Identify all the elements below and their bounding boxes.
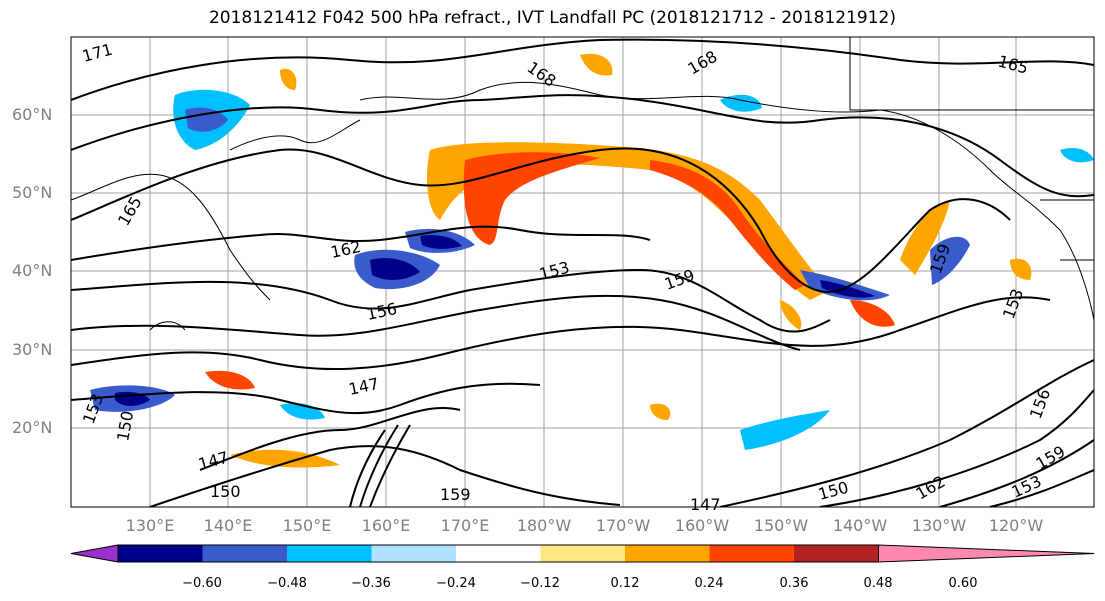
colorbar-tick: 0.12 xyxy=(610,576,640,591)
colorbar-extend-max xyxy=(878,544,1095,563)
lon-label: 160°W xyxy=(674,516,730,535)
lat-label-40: 40°N xyxy=(12,261,53,280)
map-title: 2018121412 F042 500 hPa refract., IVT La… xyxy=(208,8,896,28)
lon-label: 160°E xyxy=(361,516,411,535)
colorbar-tick: 0.60 xyxy=(948,576,978,591)
colorbar-segment xyxy=(540,545,625,562)
colorbar-tick: 0.48 xyxy=(863,576,893,591)
colorbar-segment xyxy=(287,545,372,562)
lon-label: 130°E xyxy=(125,516,175,535)
lon-label: 140°W xyxy=(832,516,888,535)
colorbar-outline xyxy=(117,544,879,563)
map-field xyxy=(71,37,1094,507)
colorbar-tick: −0.60 xyxy=(182,576,222,591)
lon-label: 140°E xyxy=(203,516,253,535)
colorbar-tick: 0.24 xyxy=(694,576,724,591)
lat-label-50: 50°N xyxy=(12,183,53,202)
colorbar-segment xyxy=(456,545,541,562)
map-frame xyxy=(70,36,1095,508)
lon-label: 170°E xyxy=(440,516,490,535)
colorbar-segment xyxy=(794,545,879,562)
colorbar-extend-min xyxy=(70,544,119,563)
lon-label: 150°W xyxy=(753,516,809,535)
lat-label-60: 60°N xyxy=(12,105,53,124)
colorbar-tick: 0.36 xyxy=(779,576,809,591)
positive-anomaly-regions xyxy=(205,53,1032,468)
lon-label: 150°E xyxy=(282,516,332,535)
lon-label: 130°W xyxy=(911,516,967,535)
colorbar-segment xyxy=(202,545,287,562)
coastlines xyxy=(71,37,1094,331)
lat-label-30: 30°N xyxy=(12,340,53,359)
colorbar xyxy=(70,544,1095,563)
lon-label: 180°W xyxy=(516,516,572,535)
colorbar-segment xyxy=(118,545,203,562)
colorbar-segment xyxy=(625,545,710,562)
colorbar-tick: −0.24 xyxy=(436,576,476,591)
colorbar-tick: −0.36 xyxy=(351,576,391,591)
lon-label: 170°W xyxy=(595,516,651,535)
negative-anomaly-regions xyxy=(90,89,1094,450)
lat-label-20: 20°N xyxy=(12,418,53,437)
lon-label: 120°W xyxy=(988,516,1044,535)
colorbar-segment xyxy=(371,545,456,562)
colorbar-segment xyxy=(709,545,794,562)
colorbar-tick: −0.48 xyxy=(267,576,307,591)
colorbar-tick: −0.12 xyxy=(520,576,560,591)
